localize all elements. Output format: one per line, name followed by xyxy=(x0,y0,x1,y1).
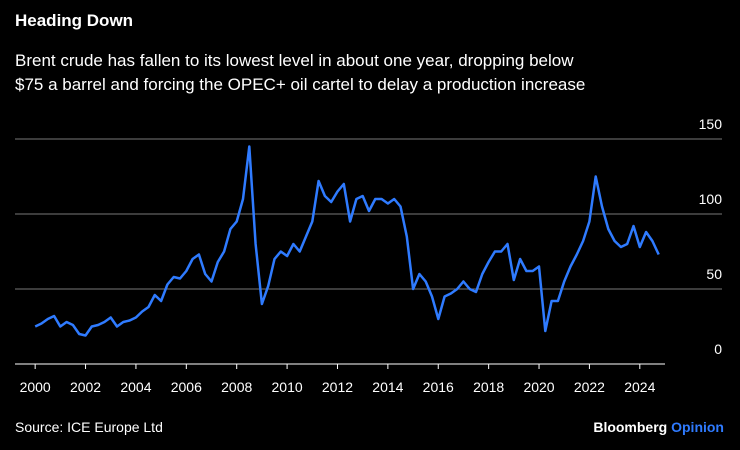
y-tick-label: 0 xyxy=(714,341,722,357)
x-tick-label: 2004 xyxy=(120,379,151,395)
x-tick-label: 2014 xyxy=(372,379,403,395)
x-tick-label: 2002 xyxy=(70,379,101,395)
chart-subtitle: $75 a barrel and forcing the OPEC+ oil c… xyxy=(15,75,585,94)
chart-title: Heading Down xyxy=(15,11,133,30)
source-note: Source: ICE Europe Ltd xyxy=(15,419,163,435)
y-tick-label: 150 xyxy=(699,116,723,132)
branding: Bloomberg Opinion xyxy=(593,419,724,435)
x-tick-label: 2010 xyxy=(272,379,303,395)
price-line xyxy=(34,145,660,337)
x-tick-label: 2006 xyxy=(171,379,202,395)
x-tick-label: 2016 xyxy=(423,379,454,395)
y-tick-label: 100 xyxy=(699,191,723,207)
x-tick-label: 2018 xyxy=(473,379,504,395)
brand-name: Bloomberg xyxy=(593,419,667,435)
x-tick-label: 2024 xyxy=(624,379,655,395)
chart-subtitle: Brent crude has fallen to its lowest lev… xyxy=(15,51,574,70)
y-tick-label: 50 xyxy=(706,266,722,282)
x-tick-label: 2022 xyxy=(574,379,605,395)
x-tick-label: 2020 xyxy=(523,379,554,395)
x-tick-label: 2000 xyxy=(20,379,51,395)
brand-section: Opinion xyxy=(671,419,724,435)
x-tick-label: 2008 xyxy=(221,379,252,395)
x-tick-label: 2012 xyxy=(322,379,353,395)
